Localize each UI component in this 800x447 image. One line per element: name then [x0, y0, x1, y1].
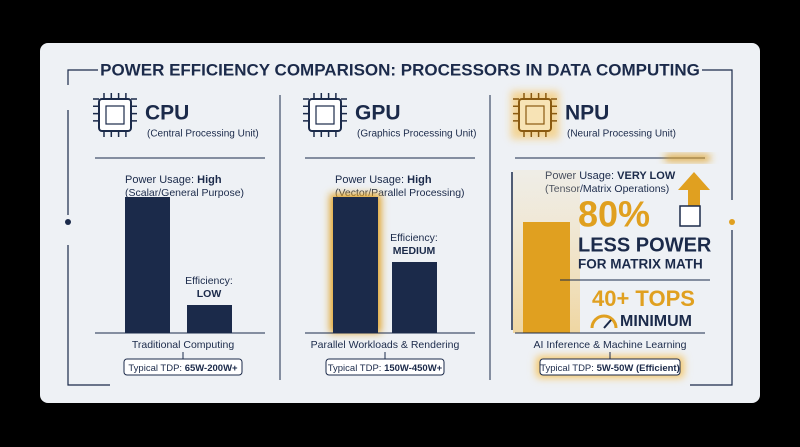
chip-pin	[93, 93, 137, 137]
chip-pin	[303, 93, 347, 137]
chip-pin	[303, 93, 347, 137]
tdp-value: 150W-450W+	[384, 363, 443, 374]
gauge-icon	[590, 314, 618, 329]
underline-glow	[665, 155, 710, 161]
chip-pin	[93, 93, 137, 137]
tdp-label: Typical TDP:	[540, 363, 594, 374]
processor-name: NPU	[565, 102, 609, 125]
processor-subtitle: (Neural Processing Unit)	[567, 129, 676, 140]
tdp-box	[123, 358, 243, 376]
title: POWER EFFICIENCY COMPARISON: PROCESSORS …	[100, 60, 700, 79]
chip-pin	[513, 93, 557, 137]
tdp-label: Typical TDP:	[128, 363, 182, 374]
workload: AI Inference & Machine Learning	[534, 339, 687, 351]
chip-core	[105, 105, 125, 125]
chip-pin	[513, 93, 557, 137]
tdp: Typical TDP: 5W-50W (Efficient)	[540, 363, 680, 374]
callout-line1: LESS POWER	[578, 234, 712, 256]
efficiency-level: MEDIUM	[393, 245, 436, 257]
chip-pin	[303, 93, 347, 137]
chip-core	[315, 105, 335, 125]
efficiency-label: Efficiency:	[390, 232, 438, 244]
tdp: Typical TDP: 150W-450W+	[328, 363, 443, 374]
mini-chip	[679, 205, 701, 227]
tdp-box	[539, 358, 681, 376]
processor-name: CPU	[145, 102, 189, 125]
callout-headline: 80%	[578, 194, 650, 235]
power-level: VERY LOW	[617, 170, 676, 182]
tops: 40+ TOPS	[592, 286, 695, 311]
efficiency-bar	[187, 305, 232, 333]
tdp-label: Typical TDP:	[328, 363, 382, 374]
power-bar	[125, 197, 170, 333]
workload: Traditional Computing	[132, 339, 234, 351]
power-level: High	[407, 174, 432, 186]
power-bar	[333, 197, 378, 333]
processor-name: GPU	[355, 102, 401, 125]
chip-icon	[518, 98, 552, 132]
chip-icon	[308, 98, 342, 132]
chip-core	[525, 105, 545, 125]
chip-pin	[513, 93, 557, 137]
tdp-value: 65W-200W+	[185, 363, 238, 374]
chip-pin	[93, 93, 137, 137]
power-label: Power Usage:	[335, 174, 404, 186]
chip-pin	[93, 93, 137, 137]
tops-note: MINIMUM	[620, 313, 692, 330]
power-note: (Scalar/General Purpose)	[125, 187, 244, 199]
tdp-value: 5W-50W (Efficient)	[597, 363, 680, 374]
node	[729, 219, 735, 225]
tdp: Typical TDP: 65W-200W+	[128, 363, 238, 374]
gauge-needle	[603, 319, 612, 329]
node	[65, 219, 71, 225]
processor-subtitle: (Graphics Processing Unit)	[357, 129, 476, 140]
tdp-box	[325, 358, 445, 376]
chip-pin	[303, 93, 347, 137]
power-level: High	[197, 174, 222, 186]
efficiency-level: LOW	[197, 288, 222, 300]
frame-lines	[67, 69, 733, 386]
power-usage: Power Usage: High	[125, 174, 222, 186]
workload: Parallel Workloads & Rendering	[311, 339, 460, 351]
arrow-up	[678, 172, 710, 212]
callout-line2: FOR MATRIX MATH	[578, 257, 703, 272]
chip-icon	[98, 98, 132, 132]
efficiency-label: Efficiency:	[185, 275, 233, 287]
power-bar	[523, 222, 570, 333]
efficiency-bar	[392, 262, 437, 333]
processor-subtitle: (Central Processing Unit)	[147, 129, 259, 140]
chip-pin	[513, 93, 557, 137]
power-usage: Power Usage: High	[335, 174, 432, 186]
power-label: Power Usage:	[125, 174, 194, 186]
